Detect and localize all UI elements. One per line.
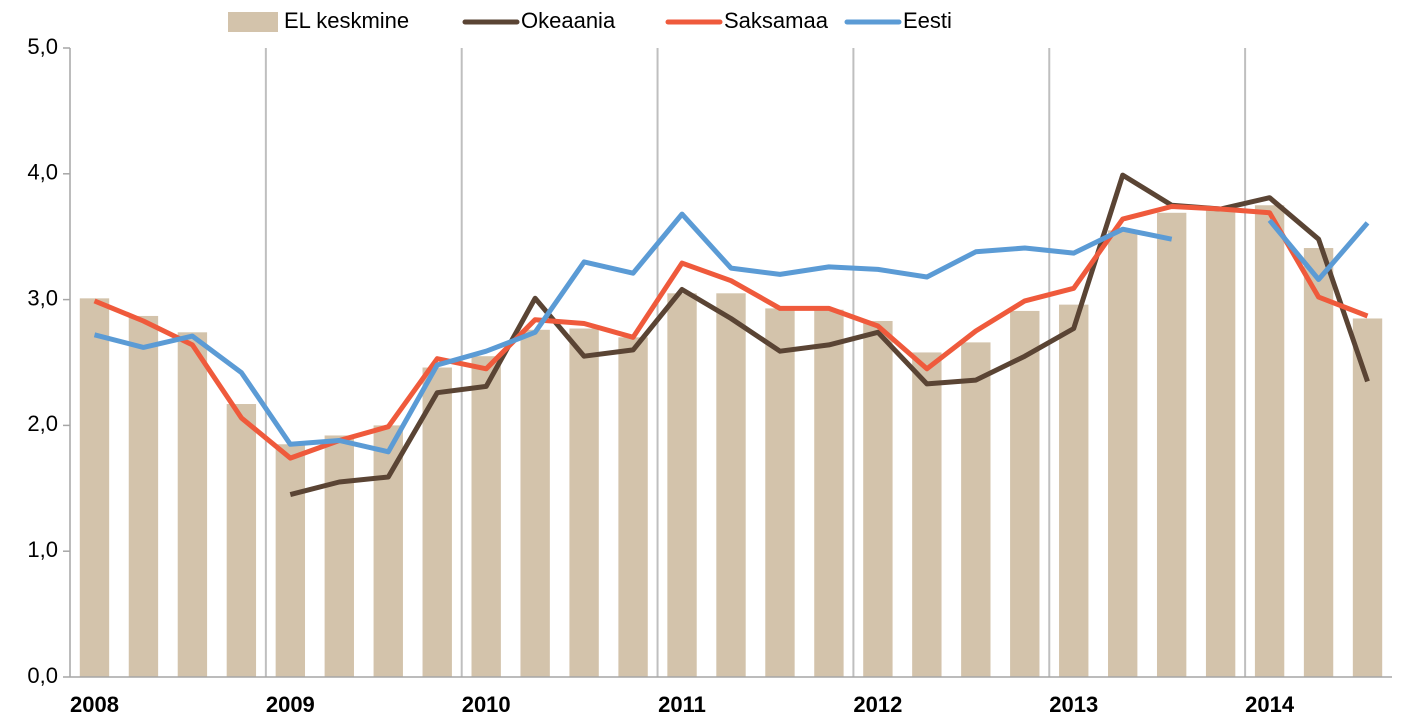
bar xyxy=(275,444,306,677)
bar xyxy=(569,328,599,677)
bar xyxy=(1303,248,1334,677)
bar xyxy=(961,342,991,677)
bar xyxy=(128,315,159,677)
bar xyxy=(1156,212,1187,677)
bar xyxy=(1059,304,1089,677)
bar xyxy=(324,435,354,677)
bar xyxy=(1352,318,1383,677)
bar xyxy=(373,425,403,677)
x-tick-label: 2011 xyxy=(658,692,706,717)
y-tick-label: 1,0 xyxy=(27,537,58,562)
bar xyxy=(618,337,648,677)
x-tick-label: 2012 xyxy=(853,692,902,717)
bar xyxy=(177,332,208,677)
bar xyxy=(716,293,746,677)
bar xyxy=(1108,230,1138,677)
bar xyxy=(471,356,501,677)
bar xyxy=(422,367,452,677)
bar xyxy=(765,308,795,677)
x-tick-label: 2013 xyxy=(1049,692,1098,717)
bar xyxy=(667,293,697,677)
y-tick-label: 2,0 xyxy=(27,411,58,436)
y-tick-label: 0,0 xyxy=(27,663,58,688)
legend-label: Saksamaa xyxy=(724,8,829,33)
bar xyxy=(912,352,942,677)
x-tick-label: 2008 xyxy=(70,692,119,717)
line-series xyxy=(93,211,1370,455)
bar xyxy=(1254,205,1285,677)
legend-label: Eesti xyxy=(903,8,952,33)
line-series xyxy=(93,204,1369,461)
x-tick-label: 2009 xyxy=(266,692,315,717)
bar xyxy=(79,298,110,677)
y-tick-label: 3,0 xyxy=(27,285,58,310)
bar xyxy=(814,309,844,677)
bar xyxy=(1010,310,1040,677)
bar xyxy=(863,320,893,677)
x-tick-label: 2010 xyxy=(462,692,511,717)
bar xyxy=(1205,209,1236,678)
bar xyxy=(520,329,550,677)
legend-label: EL keskmine xyxy=(284,8,409,33)
y-tick-label: 4,0 xyxy=(27,160,58,185)
y-tick-label: 5,0 xyxy=(27,34,58,59)
legend-label: Okeaania xyxy=(521,8,616,33)
x-tick-label: 2014 xyxy=(1245,692,1295,717)
bar xyxy=(226,404,257,677)
legend-swatch xyxy=(228,12,278,32)
